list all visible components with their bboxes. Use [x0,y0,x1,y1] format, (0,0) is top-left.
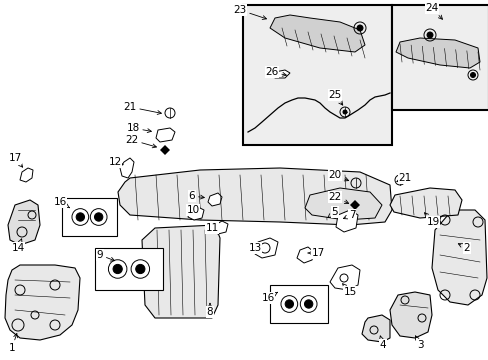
Circle shape [136,264,144,274]
Circle shape [469,72,474,77]
Circle shape [113,264,122,274]
Text: 18: 18 [126,123,151,133]
Text: 5: 5 [327,207,338,218]
Polygon shape [187,207,203,220]
Text: 8: 8 [206,303,213,317]
Polygon shape [272,70,289,78]
Text: 20: 20 [328,170,348,181]
Text: 21: 21 [396,173,411,183]
Text: 12: 12 [108,157,123,167]
Polygon shape [156,128,175,142]
Polygon shape [349,200,359,210]
Text: 24: 24 [425,3,442,19]
Bar [391,5,488,110]
Text: 10: 10 [186,205,199,215]
Bar [95,248,163,290]
Text: 15: 15 [342,284,356,297]
Polygon shape [254,238,278,258]
Text: 16: 16 [53,197,69,208]
Polygon shape [329,265,359,290]
Circle shape [342,110,346,114]
Text: 4: 4 [379,336,386,350]
Text: 14: 14 [11,239,24,253]
Circle shape [356,25,362,31]
Polygon shape [431,210,486,305]
Text: 22: 22 [125,135,156,148]
Bar [62,198,117,236]
Text: 16: 16 [261,292,277,303]
Polygon shape [335,210,357,232]
Text: 11: 11 [205,223,218,233]
Polygon shape [5,265,80,340]
Polygon shape [8,200,40,245]
Polygon shape [361,315,389,342]
Text: 13: 13 [248,243,261,253]
Bar [269,285,327,323]
Polygon shape [118,168,391,225]
Circle shape [304,300,312,308]
Polygon shape [207,193,222,206]
Polygon shape [395,38,479,68]
Text: 1: 1 [9,333,18,353]
Text: 21: 21 [123,102,161,114]
Text: 22: 22 [328,192,348,203]
Text: 17: 17 [8,153,22,167]
Text: 6: 6 [188,191,204,201]
Circle shape [285,300,293,308]
Text: 26: 26 [265,67,286,77]
Text: 2: 2 [457,243,469,253]
Text: 25: 25 [328,90,342,105]
Polygon shape [389,292,431,338]
Text: 3: 3 [415,336,423,350]
Polygon shape [120,158,134,178]
Text: 9: 9 [97,250,114,261]
Polygon shape [305,188,381,220]
Text: 17: 17 [307,248,324,258]
Bar [243,5,391,145]
Polygon shape [269,15,364,52]
Polygon shape [296,247,313,263]
Polygon shape [142,225,220,318]
Text: 23: 23 [233,5,266,19]
Circle shape [426,32,432,38]
Polygon shape [389,188,461,218]
Text: 19: 19 [424,213,439,227]
Polygon shape [212,221,227,234]
Polygon shape [160,145,170,155]
Polygon shape [20,168,33,182]
Text: 7: 7 [343,210,355,220]
Circle shape [94,213,102,221]
Circle shape [76,213,84,221]
